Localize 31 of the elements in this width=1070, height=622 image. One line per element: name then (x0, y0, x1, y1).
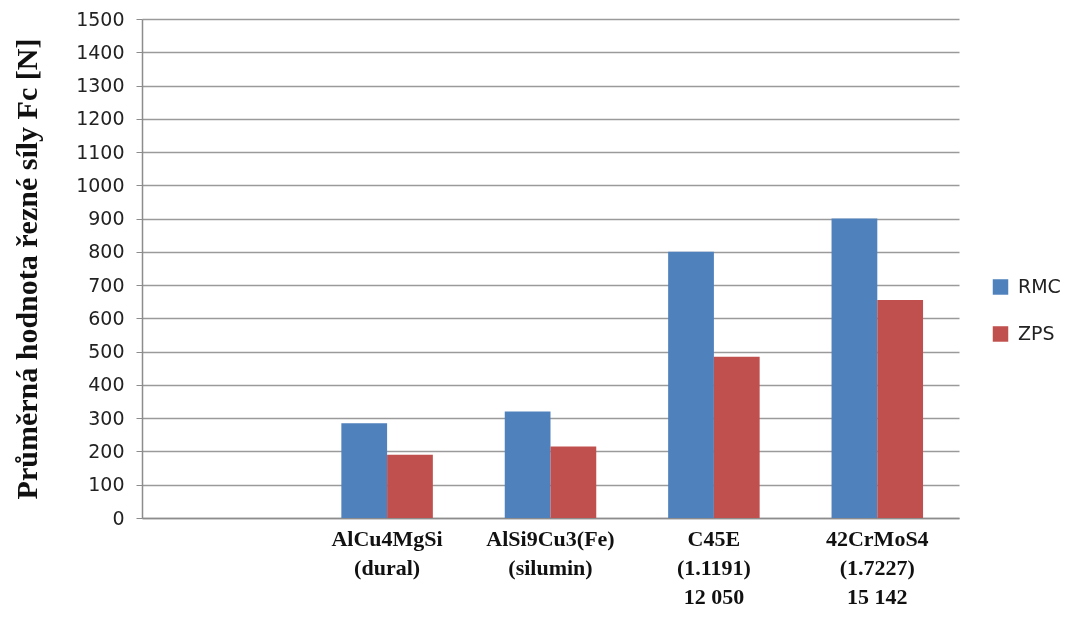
y-tick-label: 200 (88, 439, 125, 462)
y-tick-label: 800 (88, 240, 125, 263)
y-tick-label: 900 (88, 207, 125, 230)
y-tick-label: 600 (88, 306, 125, 329)
x-tick-label: AlSi9Cu3(Fe) (silumin) (486, 525, 615, 580)
bar (877, 300, 924, 518)
y-tick-label: 0 (112, 506, 125, 529)
legend-label: RMC (1018, 274, 1061, 297)
x-tick-label: AlCu4MgSi (dural) (331, 525, 443, 580)
y-tick-label: 1500 (76, 7, 125, 30)
bar (831, 218, 878, 518)
y-tick-label: 300 (88, 406, 125, 429)
bar (668, 251, 714, 518)
y-tick-label: 100 (88, 473, 125, 496)
y-tick-label: 700 (88, 273, 125, 296)
y-tick-label: 400 (88, 373, 125, 396)
y-tick-label: 1200 (76, 107, 125, 130)
x-tick-label: C45E (1.1191) 12 050 (676, 525, 751, 609)
y-tick-label: 1400 (76, 40, 125, 63)
bar (713, 356, 760, 518)
legend-label: ZPS (1018, 321, 1055, 344)
y-tick-label: 1100 (76, 140, 125, 163)
bar (504, 411, 551, 518)
bar (387, 454, 433, 518)
bar (341, 423, 388, 518)
y-axis-title: Průměrná hodnota řezné síly Fc [N] (10, 38, 44, 500)
y-tick-label: 1000 (76, 173, 125, 196)
y-tick-label: 1300 (76, 74, 125, 97)
y-tick-label: 500 (88, 340, 125, 363)
x-tick-label: 42CrMoS4 (1.7227) 15 142 (825, 525, 929, 609)
bar (550, 446, 597, 518)
